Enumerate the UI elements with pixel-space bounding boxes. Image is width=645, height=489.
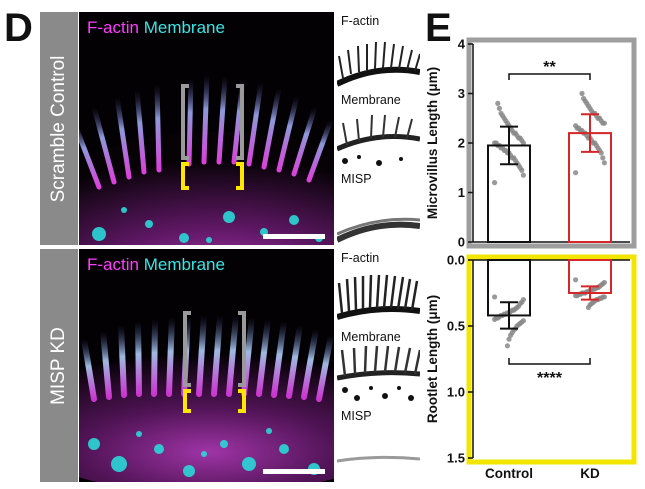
inset-image [337,114,420,166]
channel-label-factin: F-actin [87,255,139,274]
data-point [581,95,587,102]
inset-label: F-actin [339,14,382,28]
micrograph-misp-kd: F-actin Membrane [79,249,334,482]
y-tick-label: 1.0 [447,385,465,400]
scale-bar [263,234,325,239]
micrograph-scramble-control: F-actin Membrane [79,12,334,245]
y-tick-label: 0 [458,235,465,250]
x-tick-label: Control [485,466,533,481]
data-point [504,343,510,349]
inset-membrane-control: Membrane [337,91,420,168]
significance-bracket [508,358,591,365]
data-point [508,332,514,338]
inset-image [337,41,420,87]
data-point [579,90,585,97]
inset-image [337,455,420,463]
inset-misp-kd: MISP [337,407,420,482]
channel-labels: F-actin Membrane [87,255,225,275]
data-point [492,180,498,186]
data-point [496,105,502,111]
channel-label-membrane: Membrane [143,18,225,37]
inset-misp-control: MISP [337,170,420,245]
data-point [573,277,579,283]
micrograph-image [79,12,334,245]
row-label-misp-kd: MISP KD [40,249,78,482]
significance-label: **** [537,370,563,387]
row-label-scramble-control: Scramble Control [40,12,78,245]
data-point [506,336,512,342]
data-point [498,110,504,116]
data-point [601,160,607,166]
data-point [573,170,579,176]
y-tick-label: 1.5 [447,451,465,466]
inset-image [337,274,420,320]
inset-factin-control: F-actin [337,12,420,89]
inset-label: Membrane [339,93,403,107]
row-label-text: MISP KD [48,326,69,405]
y-tick-label: 4 [458,37,466,52]
data-point [600,155,606,161]
inset-image [337,217,420,243]
inset-label: Membrane [339,330,403,344]
channel-labels: F-actin Membrane [87,18,225,38]
inset-membrane-kd: Membrane [337,328,420,405]
inset-label: MISP [339,409,374,423]
y-axis-label: Rootlet Length (μm) [425,295,440,423]
channel-label-factin: F-actin [87,18,139,37]
data-point [585,304,591,311]
inset-label: MISP [339,172,374,186]
channel-label-membrane: Membrane [143,255,225,274]
panel-e-charts: 0 1 2 3 4 Microvillus Length (μm) ** 0.0 0.5 1.0 1… [425,37,637,481]
data-point [492,140,498,146]
row-label-text: Scramble Control [48,55,69,202]
y-axis-label: Microvillus Length (μm) [425,67,440,219]
x-tick-label: KD [580,466,600,481]
y-tick-label: 3 [458,86,465,101]
data-point [495,100,501,106]
y-tick-label: 0.5 [447,319,465,334]
data-point [492,316,498,322]
y-tick-label: 2 [458,136,465,151]
significance-bracket [508,73,591,80]
data-point [492,294,498,300]
significance-label: ** [543,59,556,76]
micrograph-image [79,249,334,482]
data-point [573,123,579,129]
y-tick-label: 0.0 [447,253,465,268]
inset-image [337,345,420,401]
inset-factin-kd: F-actin [337,249,420,326]
scale-bar [263,469,325,474]
data-point [520,172,526,178]
y-tick-label: 1 [458,185,465,200]
data-point [573,293,579,299]
panel-letter-e: E [425,6,452,50]
inset-label: F-actin [339,251,382,265]
plot-border [466,254,637,465]
panel-letter-d: D [4,6,33,50]
